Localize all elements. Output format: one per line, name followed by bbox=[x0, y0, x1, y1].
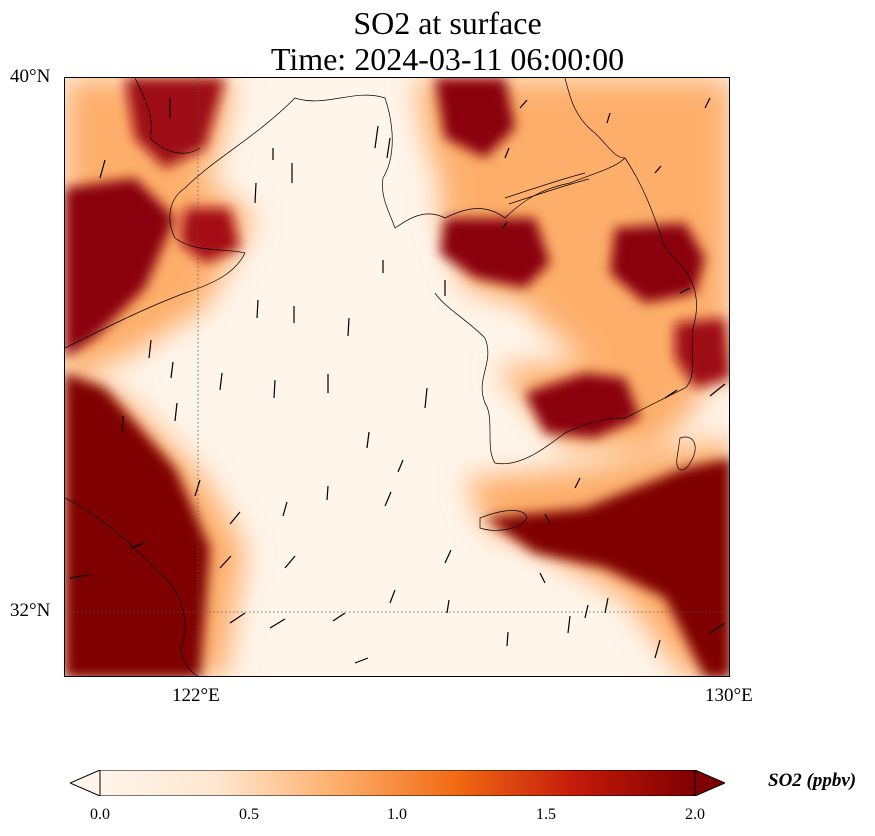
colorbar-tick: 2.0 bbox=[685, 806, 705, 823]
colorbar-tick: 1.0 bbox=[387, 806, 407, 823]
lat-label-32n: 32°N bbox=[10, 600, 51, 621]
coastlines bbox=[65, 78, 697, 676]
lat-label-40n: 40°N bbox=[10, 66, 51, 87]
colorbar-label: SO2 (ppbv) bbox=[768, 770, 857, 791]
colorbar-tick: 1.5 bbox=[536, 806, 556, 823]
map-subtitle-time: Time: 2024-03-11 06:00:00 bbox=[270, 41, 625, 77]
map-title: SO2 at surface bbox=[353, 5, 542, 41]
so2-field-core bbox=[65, 78, 729, 676]
map-panel bbox=[64, 77, 730, 677]
colorbar-gradient bbox=[99, 769, 696, 797]
colorbar bbox=[68, 769, 727, 797]
wind-vectors bbox=[69, 97, 726, 664]
lon-label-130e: 130°E bbox=[705, 685, 753, 706]
colorbar-graphic bbox=[68, 769, 727, 797]
map-canvas bbox=[65, 78, 729, 676]
colorbar-tick: 0.0 bbox=[90, 806, 110, 823]
colorbar-tick: 0.5 bbox=[239, 806, 259, 823]
colorbar-extend-low bbox=[68, 769, 101, 797]
lon-label-122e: 122°E bbox=[172, 685, 220, 706]
colorbar-extend-high bbox=[694, 769, 727, 797]
